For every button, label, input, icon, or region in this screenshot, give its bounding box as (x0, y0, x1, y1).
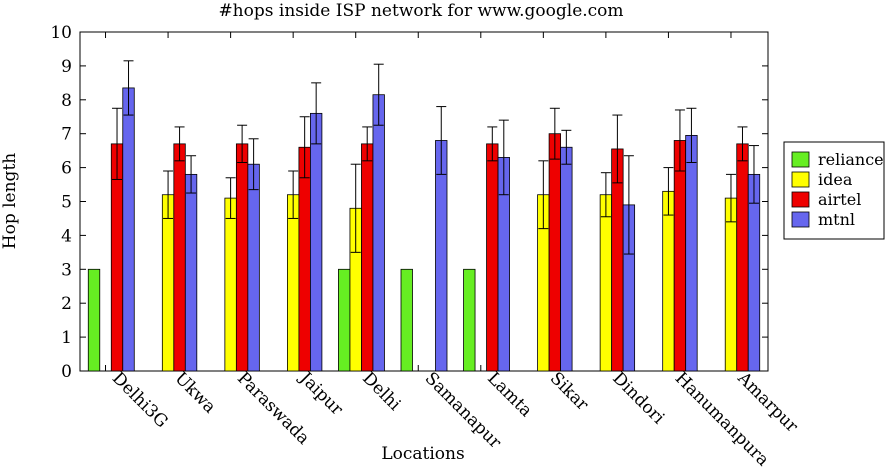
legend-label-airtel: airtel (818, 190, 861, 209)
bar-airtel (486, 143, 499, 372)
bar-reliance (87, 268, 101, 372)
legend-label-idea: idea (818, 170, 853, 189)
y-tick-label: 3 (61, 260, 72, 280)
x-tick-label: Dindori (608, 368, 668, 428)
y-tick-label: 1 (61, 328, 72, 348)
legend-swatch-idea (791, 171, 810, 188)
y-tick-label: 2 (61, 294, 72, 314)
x-tick-label: Ukwa (171, 368, 220, 417)
y-tick-label: 5 (61, 193, 72, 213)
bar-reliance (338, 268, 351, 372)
y-tick-label: 8 (61, 91, 72, 111)
bar-idea (287, 194, 300, 372)
y-tick-label: 6 (61, 159, 72, 179)
bar-mtnl (685, 134, 698, 372)
y-tick-label: 4 (61, 226, 72, 246)
bar-idea (724, 197, 738, 372)
bar-reliance (400, 268, 413, 372)
bar-idea (662, 190, 675, 372)
bar-airtel (298, 146, 311, 372)
bar-airtel (736, 143, 749, 372)
x-tick-label: Lamta (483, 368, 536, 421)
bar-airtel (673, 140, 687, 372)
bar-mtnl (747, 173, 761, 372)
legend-label-reliance: reliance (818, 150, 884, 169)
bar-airtel (548, 133, 561, 372)
bar-airtel (173, 143, 186, 372)
y-tick-label: 9 (61, 57, 72, 77)
bar-idea (161, 194, 175, 372)
legend-swatch-reliance (791, 151, 810, 168)
x-axis-label: Locations (381, 444, 464, 464)
y-axis-label: Hop length (0, 153, 20, 250)
bar-mtnl (184, 173, 198, 372)
bar-mtnl (310, 112, 323, 372)
bar-idea (224, 197, 237, 372)
bar-mtnl (247, 163, 260, 372)
legend-swatch-mtnl (791, 211, 810, 228)
x-tick-label: Sikar (546, 368, 593, 415)
x-tick-label: Jaipur (294, 367, 347, 420)
bar-mtnl (122, 87, 135, 372)
bar-mtnl (372, 94, 385, 372)
x-tick-label: Delhi3G (108, 368, 172, 432)
bar-reliance (463, 268, 476, 372)
bar-idea (599, 194, 613, 372)
chart-title: #hops inside ISP network for www.google.… (218, 1, 623, 21)
y-tick-label: 10 (50, 23, 72, 43)
bar-mtnl (435, 140, 448, 372)
legend-label-mtnl: mtnl (818, 210, 855, 229)
bar-airtel (361, 143, 374, 372)
y-tick-label: 0 (61, 362, 72, 382)
y-tick-label: 7 (61, 125, 72, 145)
bar-mtnl (560, 146, 573, 372)
x-tick-label: Delhi (358, 368, 405, 415)
bar-airtel (235, 143, 249, 372)
legend-swatch-airtel (791, 191, 810, 208)
